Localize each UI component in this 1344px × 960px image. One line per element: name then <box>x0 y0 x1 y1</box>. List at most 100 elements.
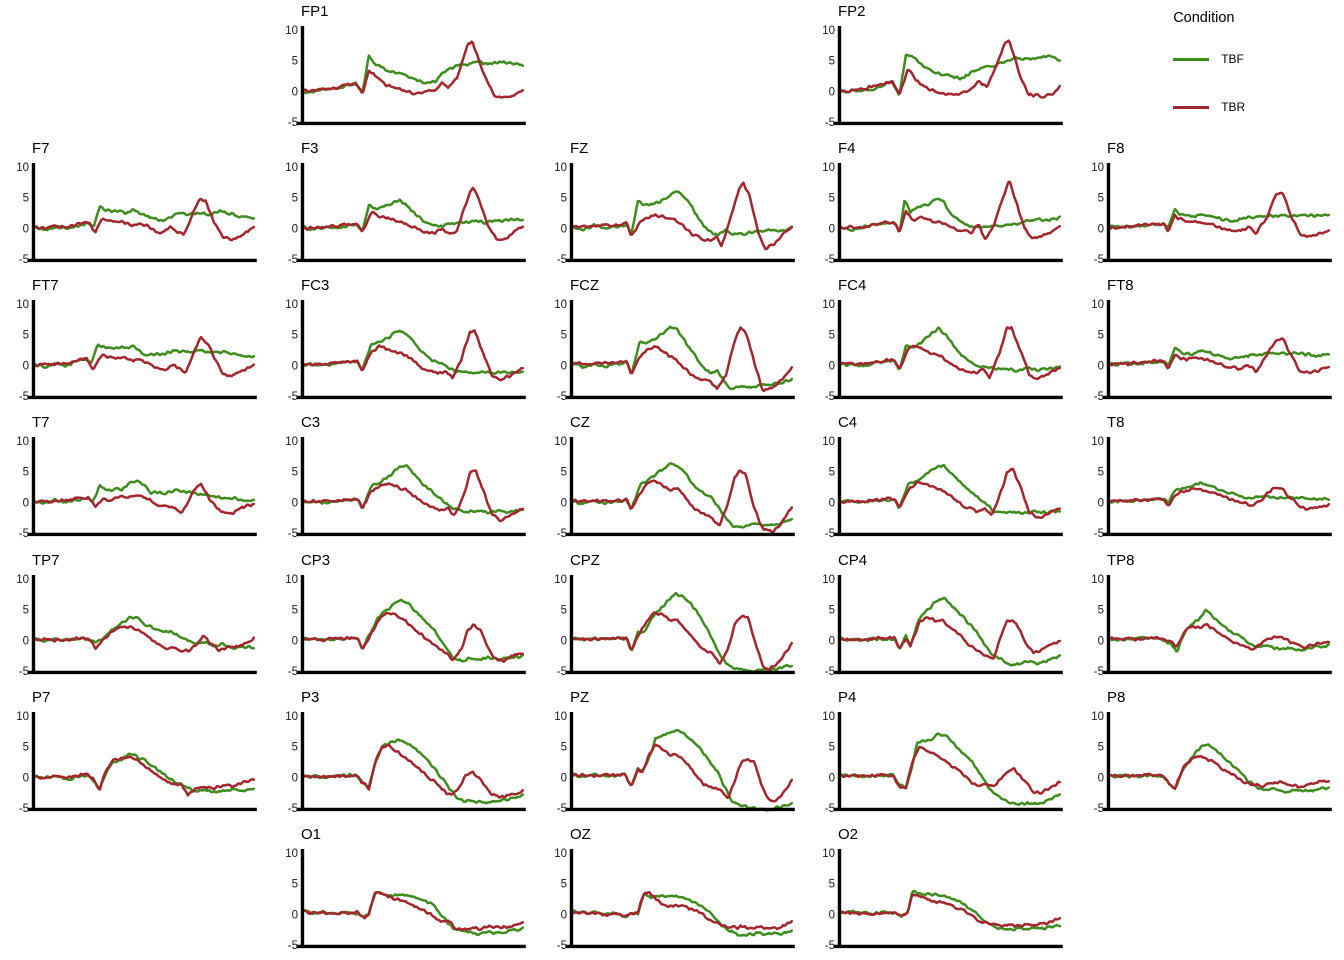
tbr-line <box>32 197 256 242</box>
y-tick-label: 5 <box>1098 741 1104 753</box>
y-tick-label: 5 <box>829 467 835 479</box>
panel-title: CP3 <box>301 552 330 569</box>
panel-title: F8 <box>1107 140 1125 157</box>
y-tick-label: 0 <box>560 772 566 784</box>
y-tick-label: 5 <box>829 330 835 342</box>
panel-f3: F3 -5 0 5 10 <box>269 137 538 274</box>
panel-svg: FP2 -5 0 5 10 <box>823 3 1064 129</box>
tbf-line <box>839 596 1062 667</box>
panel-tp7: TP7 -5 0 5 10 <box>0 549 269 686</box>
tbf-line <box>839 732 1062 806</box>
panel-cz: CZ -5 0 5 10 <box>538 411 807 548</box>
panel-title: C3 <box>301 414 320 431</box>
y-tick-label: 10 <box>554 574 567 586</box>
tbr-line <box>839 326 1062 381</box>
y-tick-label: 0 <box>560 224 566 236</box>
y-tick-label: 10 <box>823 299 836 311</box>
y-tick-label: 10 <box>823 711 836 723</box>
y-tick-label: 0 <box>291 772 297 784</box>
y-tick-label: 5 <box>560 741 566 753</box>
tbr-line <box>301 40 524 99</box>
y-tick-label: 10 <box>16 162 29 174</box>
y-tick-label: 5 <box>560 193 566 205</box>
y-tick-label: -5 <box>556 391 566 403</box>
y-tick-label: 0 <box>829 224 835 236</box>
panel-svg: T7 -5 0 5 10 <box>16 414 257 541</box>
panel-o1: O1 -5 0 5 10 <box>269 823 538 960</box>
y-tick-label: 0 <box>560 635 566 647</box>
y-tick-label: 10 <box>1091 436 1104 448</box>
y-tick-label: 5 <box>560 467 566 479</box>
tbf-line <box>32 479 256 506</box>
y-tick-label: 10 <box>285 574 298 586</box>
y-tick-label: 5 <box>1098 467 1104 479</box>
y-tick-label: 10 <box>285 436 298 448</box>
tbf-line <box>570 591 793 673</box>
y-tick-label: 5 <box>291 330 297 342</box>
tbr-line <box>1107 622 1331 651</box>
y-tick-label: 5 <box>560 879 566 891</box>
y-tick-label: 5 <box>23 741 29 753</box>
y-tick-label: 10 <box>823 848 836 860</box>
panel-title: TP7 <box>32 552 59 569</box>
panel-title: CP4 <box>838 552 867 569</box>
panel-title: C4 <box>838 414 857 431</box>
y-tick-label: -5 <box>1094 529 1104 541</box>
tbf-line-swatch <box>1173 57 1210 61</box>
panel-title: FT8 <box>1107 277 1134 294</box>
tbr-line <box>839 468 1062 520</box>
y-tick-label: -5 <box>825 254 835 266</box>
y-tick-label: 0 <box>1098 498 1104 510</box>
panel-fz: FZ -5 0 5 10 <box>538 137 807 274</box>
panel-svg: PZ -5 0 5 10 <box>554 689 795 815</box>
legend-title: Condition <box>1173 10 1235 26</box>
y-tick-label: 0 <box>829 86 835 98</box>
y-tick-label: 5 <box>291 193 297 205</box>
y-tick-label: 0 <box>1098 361 1104 373</box>
y-tick-label: 0 <box>291 86 297 98</box>
y-tick-label: -5 <box>1094 666 1104 678</box>
y-tick-label: -5 <box>19 803 29 815</box>
panel-fcz: FCZ -5 0 5 10 <box>538 274 807 411</box>
y-tick-label: -5 <box>556 940 566 952</box>
tbr-line <box>570 743 793 803</box>
y-tick-label: 10 <box>16 711 29 723</box>
y-tick-label: 10 <box>285 299 298 311</box>
y-tick-label: -5 <box>825 391 835 403</box>
panel-svg: CP4 -5 0 5 10 <box>823 552 1064 678</box>
panel-title: T8 <box>1107 414 1125 431</box>
panel-title: PZ <box>570 689 589 706</box>
panel-f7: F7 -5 0 5 10 <box>0 137 269 274</box>
panel-p4: P4 -5 0 5 10 <box>806 686 1075 823</box>
tbr-line <box>301 743 524 799</box>
tbr-line <box>570 890 793 931</box>
y-tick-label: 0 <box>1098 772 1104 784</box>
panel-p7: P7 -5 0 5 10 <box>0 686 269 823</box>
panel-title: FZ <box>570 140 588 157</box>
y-tick-label: 0 <box>291 224 297 236</box>
y-tick-label: -5 <box>19 666 29 678</box>
tbr-line <box>301 329 524 382</box>
legend-label-tbr: TBR <box>1221 100 1246 114</box>
y-tick-label: 0 <box>829 361 835 373</box>
panel-title: F4 <box>838 140 856 157</box>
tbr-line <box>839 615 1062 660</box>
tbr-line <box>570 326 793 393</box>
y-tick-label: -5 <box>288 803 298 815</box>
y-tick-label: 10 <box>285 848 298 860</box>
tbr-line <box>1107 191 1331 239</box>
tbr-line <box>1107 754 1331 790</box>
y-tick-label: -5 <box>825 803 835 815</box>
y-tick-label: -5 <box>288 254 298 266</box>
panel-ft7: FT7 -5 0 5 10 <box>0 274 269 411</box>
y-tick-label: 10 <box>823 162 836 174</box>
panel-fp1: FP1 -5 0 5 10 <box>269 0 538 137</box>
panel-svg: P8 -5 0 5 10 <box>1091 689 1332 815</box>
panel-svg: FC3 -5 0 5 10 <box>285 277 526 403</box>
y-tick-label: 0 <box>829 635 835 647</box>
y-tick-label: 10 <box>285 162 298 174</box>
panel-svg: CPZ -5 0 5 10 <box>554 552 795 678</box>
tbf-line <box>570 190 793 237</box>
tbr-line-swatch <box>1173 105 1210 109</box>
y-tick-label: -5 <box>825 529 835 541</box>
